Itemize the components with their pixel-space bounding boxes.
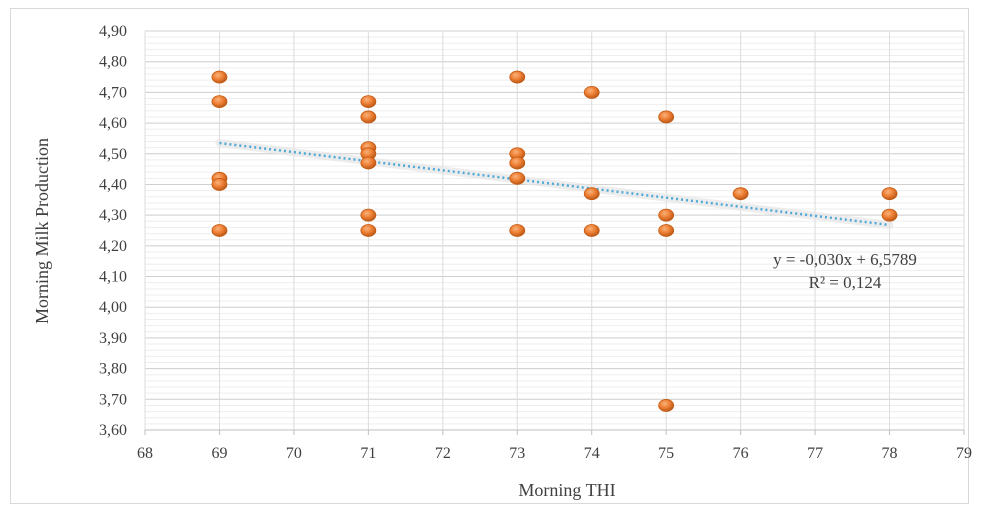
y-axis-title: Morning Milk Production bbox=[32, 138, 52, 324]
y-tick-label: 4,10 bbox=[99, 269, 127, 286]
x-tick-label: 68 bbox=[137, 445, 153, 462]
data-point bbox=[881, 187, 898, 201]
trendline-r-squared: R² = 0,124 bbox=[809, 273, 882, 292]
x-tick-label: 72 bbox=[435, 445, 451, 462]
y-tick-label: 3,70 bbox=[99, 391, 127, 408]
y-tick-label: 4,20 bbox=[99, 238, 127, 255]
grid-lines bbox=[144, 30, 965, 435]
trendline-equation: y = -0,030x + 6,5789 bbox=[773, 250, 917, 269]
trendline-shadow bbox=[215, 139, 894, 229]
data-point bbox=[881, 208, 898, 222]
data-point bbox=[211, 95, 228, 108]
data-point bbox=[211, 224, 228, 237]
data-point bbox=[211, 70, 228, 84]
data-point bbox=[509, 224, 526, 237]
x-tick-label: 76 bbox=[733, 445, 749, 462]
data-point bbox=[658, 208, 675, 222]
data-point bbox=[509, 156, 526, 170]
y-tick-label: 4,90 bbox=[99, 23, 127, 40]
y-tick-label: 4,30 bbox=[99, 207, 127, 224]
data-point bbox=[360, 224, 377, 237]
data-points bbox=[211, 70, 898, 412]
y-tick-label: 3,80 bbox=[99, 361, 127, 378]
data-point bbox=[211, 178, 228, 191]
y-tick-label: 4,70 bbox=[99, 84, 127, 101]
y-tick-label: 4,80 bbox=[99, 54, 127, 71]
data-point bbox=[732, 187, 749, 201]
x-tick-label: 79 bbox=[956, 445, 972, 462]
data-point bbox=[658, 399, 675, 412]
data-point bbox=[360, 110, 377, 124]
x-tick-label: 75 bbox=[658, 445, 674, 462]
x-tick-label: 70 bbox=[286, 445, 302, 462]
y-tick-label: 3,60 bbox=[99, 422, 127, 439]
x-tick-label: 69 bbox=[211, 445, 227, 462]
data-point bbox=[583, 85, 600, 99]
x-tick-label: 73 bbox=[509, 445, 525, 462]
data-point bbox=[658, 110, 675, 124]
x-tick-label: 74 bbox=[584, 445, 600, 462]
y-tick-label: 3,90 bbox=[99, 330, 127, 347]
x-tick-label: 77 bbox=[807, 445, 823, 462]
data-point bbox=[360, 156, 377, 170]
x-axis-title: Morning THI bbox=[518, 480, 615, 500]
data-point bbox=[658, 224, 675, 237]
data-point bbox=[509, 70, 526, 84]
y-tick-label: 4,50 bbox=[99, 146, 127, 163]
y-tick-label: 4,40 bbox=[99, 176, 127, 193]
x-tick-label: 78 bbox=[882, 445, 898, 462]
data-point bbox=[360, 95, 377, 108]
y-tick-label: 4,60 bbox=[99, 115, 127, 132]
y-tick-label: 4,00 bbox=[99, 299, 127, 316]
x-tick-label: 71 bbox=[360, 445, 376, 462]
chart-frame bbox=[10, 8, 969, 504]
data-point bbox=[360, 208, 377, 222]
data-point bbox=[509, 171, 526, 185]
data-point bbox=[583, 187, 600, 201]
trendline-layer bbox=[215, 139, 894, 229]
data-point bbox=[583, 224, 600, 237]
axis-labels: 3,60 3,70 3,80 3,90 4,00 4,10 4,20 4,30 4,40 4,50… bbox=[99, 23, 972, 462]
